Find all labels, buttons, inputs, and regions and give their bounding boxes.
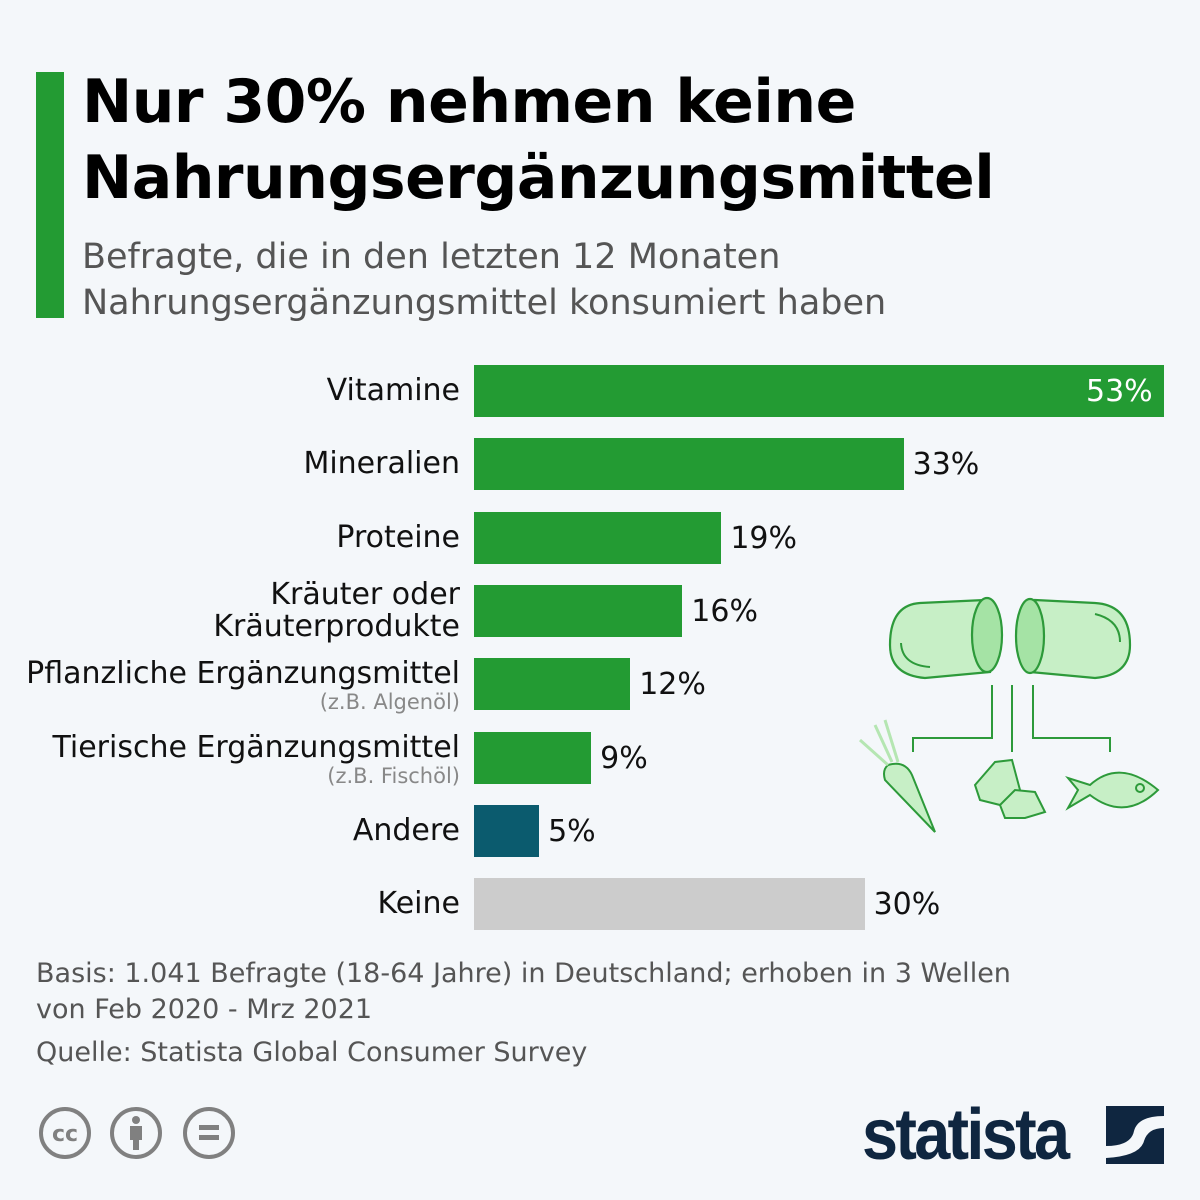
category-label-line: Kräuterprodukte bbox=[213, 608, 460, 644]
category-label-line: Tierische Ergänzungsmittel bbox=[52, 729, 460, 765]
value-label: 16% bbox=[691, 593, 758, 629]
chart-title: Nur 30% nehmen keine Nahrungsergänzungsm… bbox=[82, 64, 995, 216]
value-label: 9% bbox=[600, 740, 648, 776]
category-label-line: Pflanzliche Ergänzungsmittel bbox=[26, 656, 460, 692]
category-label: Tierische Ergänzungsmittel (z.B. Fischöl) bbox=[52, 729, 460, 788]
source-note: Quelle: Statista Global Consumer Survey bbox=[36, 1037, 588, 1068]
title-accent-bar bbox=[36, 72, 64, 318]
bar-7 bbox=[474, 878, 865, 931]
attribution-icon[interactable] bbox=[109, 1106, 163, 1160]
category-label: Pflanzliche Ergänzungsmittel (z.B. Algenö… bbox=[26, 656, 460, 715]
bar-0 bbox=[474, 365, 1164, 417]
creative-commons-icon[interactable]: cc bbox=[38, 1106, 92, 1160]
bar-2 bbox=[474, 511, 722, 564]
basis-note-2: von Feb 2020 - Mrz 2021 bbox=[36, 994, 373, 1025]
subtitle-line-1: Befragte, die in den letzten 12 Monaten bbox=[82, 237, 781, 277]
value-label: 12% bbox=[639, 667, 706, 703]
category-label-line: Keine bbox=[377, 886, 460, 922]
subtitle-line-2: Nahrungsergänzungsmittel konsumiert habe… bbox=[82, 283, 887, 323]
category-label: Kräuter oder Kräuterprodukte bbox=[213, 576, 460, 644]
value-label: 53% bbox=[1086, 374, 1153, 409]
category-label: Keine bbox=[378, 888, 460, 920]
value-label: 19% bbox=[730, 520, 798, 556]
no-derivatives-icon[interactable] bbox=[182, 1106, 236, 1160]
bar-5 bbox=[474, 731, 592, 784]
title-line-2: Nahrungsergänzungsmittel bbox=[82, 143, 995, 213]
svg-text:cc: cc bbox=[52, 1122, 78, 1147]
title-line-1: Nur 30% nehmen keine bbox=[82, 67, 856, 137]
bar-1 bbox=[474, 438, 904, 491]
category-label-line: Mineralien bbox=[303, 446, 460, 482]
statista-logo[interactable]: statista bbox=[862, 1095, 1070, 1175]
category-label: Andere bbox=[352, 812, 460, 848]
chart-subtitle: Befragte, die in den letzten 12 Monaten … bbox=[82, 234, 886, 326]
statista-logo-mark-icon bbox=[1106, 1106, 1164, 1164]
bar-6 bbox=[474, 804, 540, 857]
category-label-line: Kräuter oder bbox=[270, 576, 460, 612]
value-label: 33% bbox=[912, 447, 980, 483]
category-note: (z.B. Algenöl) bbox=[319, 690, 460, 715]
value-label: 5% bbox=[548, 813, 596, 849]
category-label-line: Andere bbox=[352, 812, 460, 848]
category-label-line: Proteine bbox=[336, 519, 460, 555]
category-label: Mineralien bbox=[303, 448, 460, 480]
basis-note: Basis: 1.041 Befragte (18-64 Jahre) in D… bbox=[36, 958, 1011, 989]
bar-4 bbox=[474, 658, 631, 711]
value-label: 30% bbox=[873, 887, 941, 923]
category-label: Proteine bbox=[336, 519, 460, 555]
category-label: Vitamine bbox=[327, 375, 460, 407]
bar-3 bbox=[474, 584, 683, 637]
capsule-illustration-icon bbox=[859, 596, 1160, 833]
category-note: (z.B. Fischöl) bbox=[327, 763, 460, 788]
category-label-line: Vitamine bbox=[326, 373, 460, 408]
